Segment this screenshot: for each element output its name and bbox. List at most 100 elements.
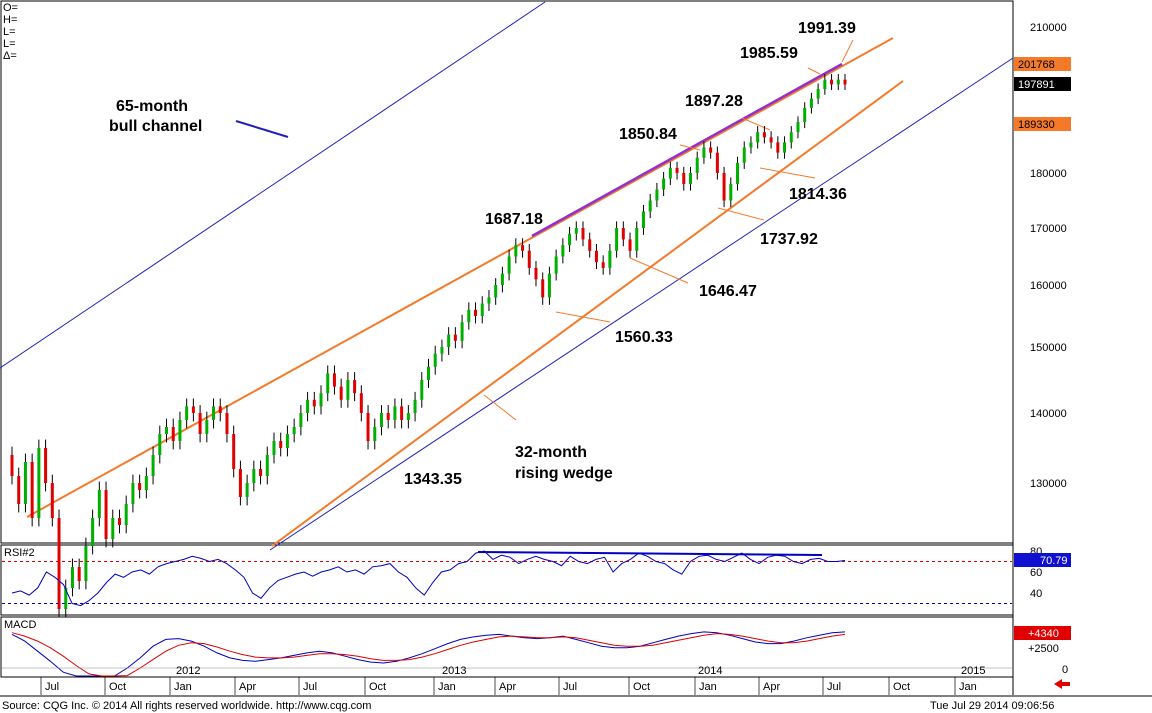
candle-body: [641, 211, 645, 228]
leader-1646: [629, 257, 689, 284]
candle-body: [400, 406, 404, 420]
macd-tick-0: 0: [1062, 664, 1068, 676]
candle-body: [23, 462, 27, 504]
y-tick-160000: 160000: [1030, 280, 1067, 292]
x-month-label: Jan: [174, 681, 192, 693]
candle-body: [554, 256, 558, 274]
candle-body: [789, 132, 793, 143]
y-tick-130000: 130000: [1030, 478, 1067, 490]
x-month-label: Jan: [438, 681, 456, 693]
wedge-pointer: [483, 394, 517, 421]
candle-body: [447, 334, 451, 347]
candle-body: [615, 228, 619, 251]
candle-body: [682, 173, 686, 184]
candle-body: [796, 122, 800, 133]
x-axis: Jul Oct Jan Apr Jul Oct Jan Apr Jul Oct Jan Apr Jul O…: [40, 665, 985, 695]
x-month-label: Oct: [633, 681, 650, 693]
tag-189330-bg: [1014, 117, 1071, 131]
ohlc-delta-label: Δ=: [3, 50, 17, 62]
candle-body: [111, 518, 115, 539]
candle-body: [359, 393, 363, 413]
bull-channel-legend-line: [235, 120, 289, 138]
candle-body: [500, 273, 504, 285]
rsi-tick-60: 60: [1030, 567, 1042, 579]
candle-body: [823, 79, 827, 90]
candle-body: [232, 434, 236, 469]
candle-body: [171, 427, 175, 441]
candle-body: [238, 469, 242, 497]
macd-series: [2, 631, 1012, 677]
leader-1560: [555, 311, 611, 323]
candle-body: [769, 137, 773, 143]
ohlc-open-label: O=: [3, 2, 18, 14]
candle-body: [729, 184, 733, 201]
candle-body: [547, 273, 551, 298]
candle-body: [406, 413, 410, 420]
candle-body: [601, 262, 605, 268]
macd-last-bg: [1014, 626, 1071, 640]
candle-body: [514, 245, 518, 257]
x-month-label: Jan: [959, 681, 977, 693]
candle-body: [144, 476, 148, 490]
candle-body: [809, 98, 813, 108]
candle-body: [688, 173, 692, 184]
bull-channel-lower: [269, 57, 1014, 551]
candle-body: [312, 399, 316, 407]
candle-body: [138, 483, 142, 490]
candle-body: [366, 413, 370, 441]
candle-body: [97, 490, 101, 518]
candle-body: [783, 142, 787, 153]
bull-channel-label-2: bull channel: [109, 118, 202, 135]
candle-body: [10, 455, 14, 476]
candle-body: [339, 386, 343, 400]
x-month-label: Jan: [699, 681, 717, 693]
candle-body: [621, 228, 625, 240]
annotation-1343: 1343.35: [404, 471, 462, 488]
y-tick-210000: 210000: [1030, 22, 1067, 34]
candle-body: [91, 518, 95, 546]
candle-body: [218, 406, 222, 413]
candle-body: [487, 297, 491, 304]
candle-body: [50, 483, 54, 518]
candle-body: [17, 476, 21, 504]
scroll-arrow-icon[interactable]: [1054, 679, 1070, 689]
candle-body: [574, 228, 578, 234]
annotation-1991: 1991.39: [798, 20, 856, 37]
x-month-label: Oct: [369, 681, 386, 693]
candle-body: [386, 413, 390, 420]
candle-body: [70, 567, 74, 588]
candle-body: [178, 420, 182, 441]
candle-body: [776, 142, 780, 153]
price-panel: [0, 0, 1014, 544]
candle-body: [568, 233, 572, 246]
macd-title: MACD: [4, 619, 36, 631]
candle-body: [64, 588, 68, 609]
candle-body: [151, 455, 155, 476]
candle-body: [44, 448, 48, 483]
candle-body: [285, 434, 289, 448]
candle-body: [527, 250, 531, 268]
x-year-label: 2013: [442, 665, 466, 677]
bull-channel-label-1: 65-month: [116, 98, 188, 115]
candle-body: [117, 518, 121, 525]
candle-body: [30, 462, 34, 518]
candle-body: [460, 322, 464, 341]
x-year-label: 2015: [961, 665, 985, 677]
x-month-label: Jul: [827, 681, 841, 693]
macd-tick-2500: +2500: [1028, 643, 1059, 655]
ohlc-last-label: L=: [3, 38, 16, 50]
candle-body: [379, 413, 383, 427]
candle-body: [158, 434, 162, 455]
candle-body: [561, 245, 565, 257]
tag-201768: 201768: [1018, 59, 1055, 71]
candle-body: [131, 483, 135, 504]
leader-1814: [759, 167, 816, 179]
rsi-series: [2, 550, 1012, 607]
candle-body: [736, 162, 740, 184]
candle-body: [608, 250, 612, 268]
x-month-label: Apr: [239, 681, 256, 693]
tag-197891: 197891: [1018, 79, 1055, 91]
tag-201768-bg: [1014, 57, 1071, 71]
